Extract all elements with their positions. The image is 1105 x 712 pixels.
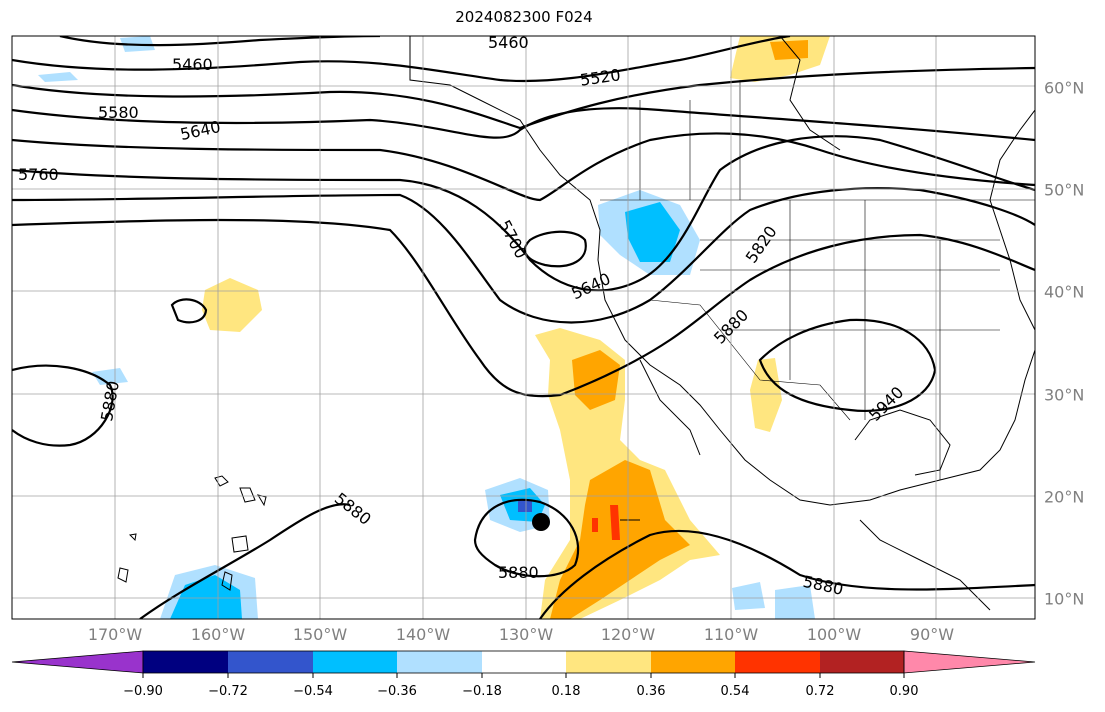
contour-label: 5940 xyxy=(865,383,907,425)
colorbar-bin xyxy=(397,651,482,673)
shading-layer xyxy=(38,36,830,619)
map-title: 2024082300 F024 xyxy=(455,8,593,26)
anomaly-negative-storm-core xyxy=(518,500,532,512)
lat-label: 10°N xyxy=(1044,589,1085,609)
lat-label: 40°N xyxy=(1044,282,1085,302)
contour-label: 5460 xyxy=(172,55,213,74)
anomaly-negative-east2 xyxy=(732,582,765,610)
colorbar-bin xyxy=(820,651,904,673)
anomaly-negative-east xyxy=(775,585,815,619)
colorbar-bin xyxy=(313,651,397,673)
colorbar-bin xyxy=(566,651,651,673)
contour-label: 5820 xyxy=(742,222,781,266)
colorbar-tick-label: 0.18 xyxy=(551,684,581,699)
lon-label: 90°W xyxy=(909,625,955,644)
lon-label: 110°W xyxy=(703,625,759,644)
colorbar-tick-label: −0.90 xyxy=(123,684,163,699)
colorbar-bin xyxy=(482,651,566,673)
map-frame xyxy=(11,35,1036,620)
contour-label: 5700 xyxy=(495,217,531,262)
anomaly-negative-nw-cyan xyxy=(625,202,680,262)
colorbar-extend-low xyxy=(11,650,144,674)
contour-label: 5640 xyxy=(178,117,222,144)
height-contours xyxy=(12,36,1035,619)
colorbar-tick-label: 0.72 xyxy=(805,684,835,699)
colorbar-tick-label: 0.36 xyxy=(636,684,666,699)
colorbar-bin xyxy=(735,651,820,673)
colorbar xyxy=(11,650,1036,678)
colorbar-bin xyxy=(228,651,313,673)
lat-label: 60°N xyxy=(1044,78,1085,98)
anomaly-positive-orange-south xyxy=(550,460,690,619)
colorbar-tick-label: −0.18 xyxy=(462,684,502,699)
lon-label: 130°W xyxy=(498,625,554,644)
colorbar-bin xyxy=(651,651,735,673)
lon-label: 120°W xyxy=(600,625,656,644)
contour-label: 5880 xyxy=(498,563,539,582)
lon-label: 170°W xyxy=(87,625,143,644)
anomaly-positive-ne-orange xyxy=(770,40,808,60)
colorbar-extend-high xyxy=(903,650,1036,674)
lon-label: 160°W xyxy=(190,625,246,644)
contour-label: 5460 xyxy=(488,33,529,52)
storm-center-dot xyxy=(532,513,550,531)
anomaly-negative-west xyxy=(92,368,128,385)
colorbar-tick-label: 0.54 xyxy=(720,684,750,699)
anomaly-positive-red xyxy=(610,505,620,540)
colorbar-tick-label: −0.54 xyxy=(293,684,333,699)
islands xyxy=(117,475,267,591)
colorbar-frame xyxy=(142,650,905,674)
lon-label: 100°W xyxy=(806,625,862,644)
contour-label: 5880 xyxy=(331,489,375,529)
colorbar-tick-label: 0.90 xyxy=(889,684,919,699)
colorbar-tick-label: −0.72 xyxy=(208,684,248,699)
lat-label: 50°N xyxy=(1044,180,1085,200)
contour-label: 5580 xyxy=(98,103,139,122)
lon-label: 150°W xyxy=(292,625,348,644)
anomaly-positive-pacific xyxy=(202,278,262,332)
contour-label: 5760 xyxy=(18,165,59,184)
anomaly-positive-red2 xyxy=(592,518,598,532)
anomaly-positive-baja xyxy=(750,358,782,432)
lat-label: 30°N xyxy=(1044,385,1085,405)
borders xyxy=(600,80,1035,480)
anomaly-negative-nw-small xyxy=(38,72,78,82)
colorbar-bin xyxy=(143,651,228,673)
contour-label: 5880 xyxy=(97,379,123,422)
lon-label: 140°W xyxy=(395,625,451,644)
contour-label: 5640 xyxy=(568,269,613,303)
lat-label: 20°N xyxy=(1044,487,1085,507)
gridlines xyxy=(12,36,1035,619)
colorbar-tick-label: −0.36 xyxy=(377,684,417,699)
